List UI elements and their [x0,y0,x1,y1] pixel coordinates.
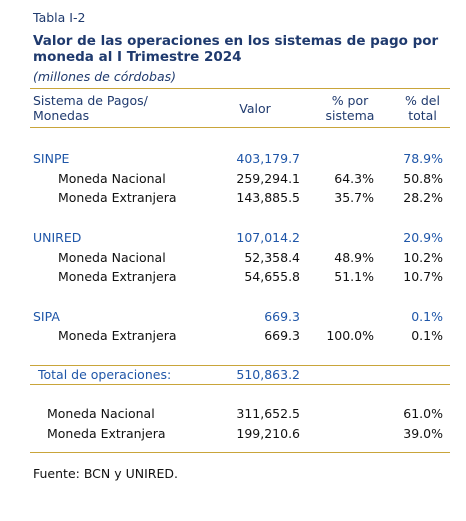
system-total-share: 0.1% [411,308,443,324]
currency-system-share: 51.1% [334,269,374,285]
total-label: Total de operaciones: [38,367,172,382]
currency-total-share: 28.2% [403,190,443,206]
rule [30,365,450,366]
currency-system-share: 100.0% [326,328,374,344]
column-header: Sistema de Pagos/ Monedas [33,93,148,123]
currency-name: Moneda Extranjera [58,328,177,344]
rule [30,452,450,453]
system-name: SINPE [33,151,70,166]
summary-value: 311,652.5 [236,406,300,421]
summary-value: 199,210.6 [236,426,300,441]
currency-value: 669.3 [264,328,300,344]
system-value: 403,179.7 [236,151,300,166]
currency-total-share: 50.8% [403,170,443,186]
system-value: 107,014.2 [236,229,300,245]
summary-name: Moneda Extranjera [47,426,166,441]
total-value: 510,863.2 [236,367,300,382]
currency-value: 143,885.5 [236,190,300,206]
summary-total-share: 39.0% [403,426,443,441]
system-name: SIPA [33,308,60,324]
rule [30,384,450,385]
system-name: UNIRED [33,229,82,245]
currency-system-share: 48.9% [334,249,374,265]
currency-total-share: 10.2% [403,249,443,265]
currency-value: 52,358.4 [244,249,300,265]
summary-name: Moneda Nacional [47,406,155,421]
currency-value: 54,655.8 [244,269,300,285]
system-total-share: 20.9% [403,229,443,245]
currency-name: Moneda Nacional [58,170,166,186]
currency-name: Moneda Extranjera [58,269,177,285]
rule [30,88,450,89]
currency-total-share: 10.7% [403,269,443,285]
column-header: % por sistema [325,93,375,123]
currency-name: Moneda Nacional [58,249,166,265]
table-label: Tabla I-2 [33,10,86,25]
currency-system-share: 64.3% [334,170,374,186]
currency-system-share: 35.7% [334,190,374,206]
table-title: Valor de las operaciones en los sistemas… [33,33,439,65]
column-header: % del total [405,93,440,123]
system-value: 669.3 [264,308,300,324]
column-header: Valor [239,101,271,116]
footer: Fuente: BCN y UNIRED. [33,466,178,481]
currency-total-share: 0.1% [411,328,443,344]
currency-value: 259,294.1 [236,170,300,186]
currency-name: Moneda Extranjera [58,190,177,206]
rule [30,127,450,128]
summary-total-share: 61.0% [403,406,443,421]
table-subtitle: (millones de córdobas) [33,69,177,84]
system-total-share: 78.9% [403,151,443,166]
